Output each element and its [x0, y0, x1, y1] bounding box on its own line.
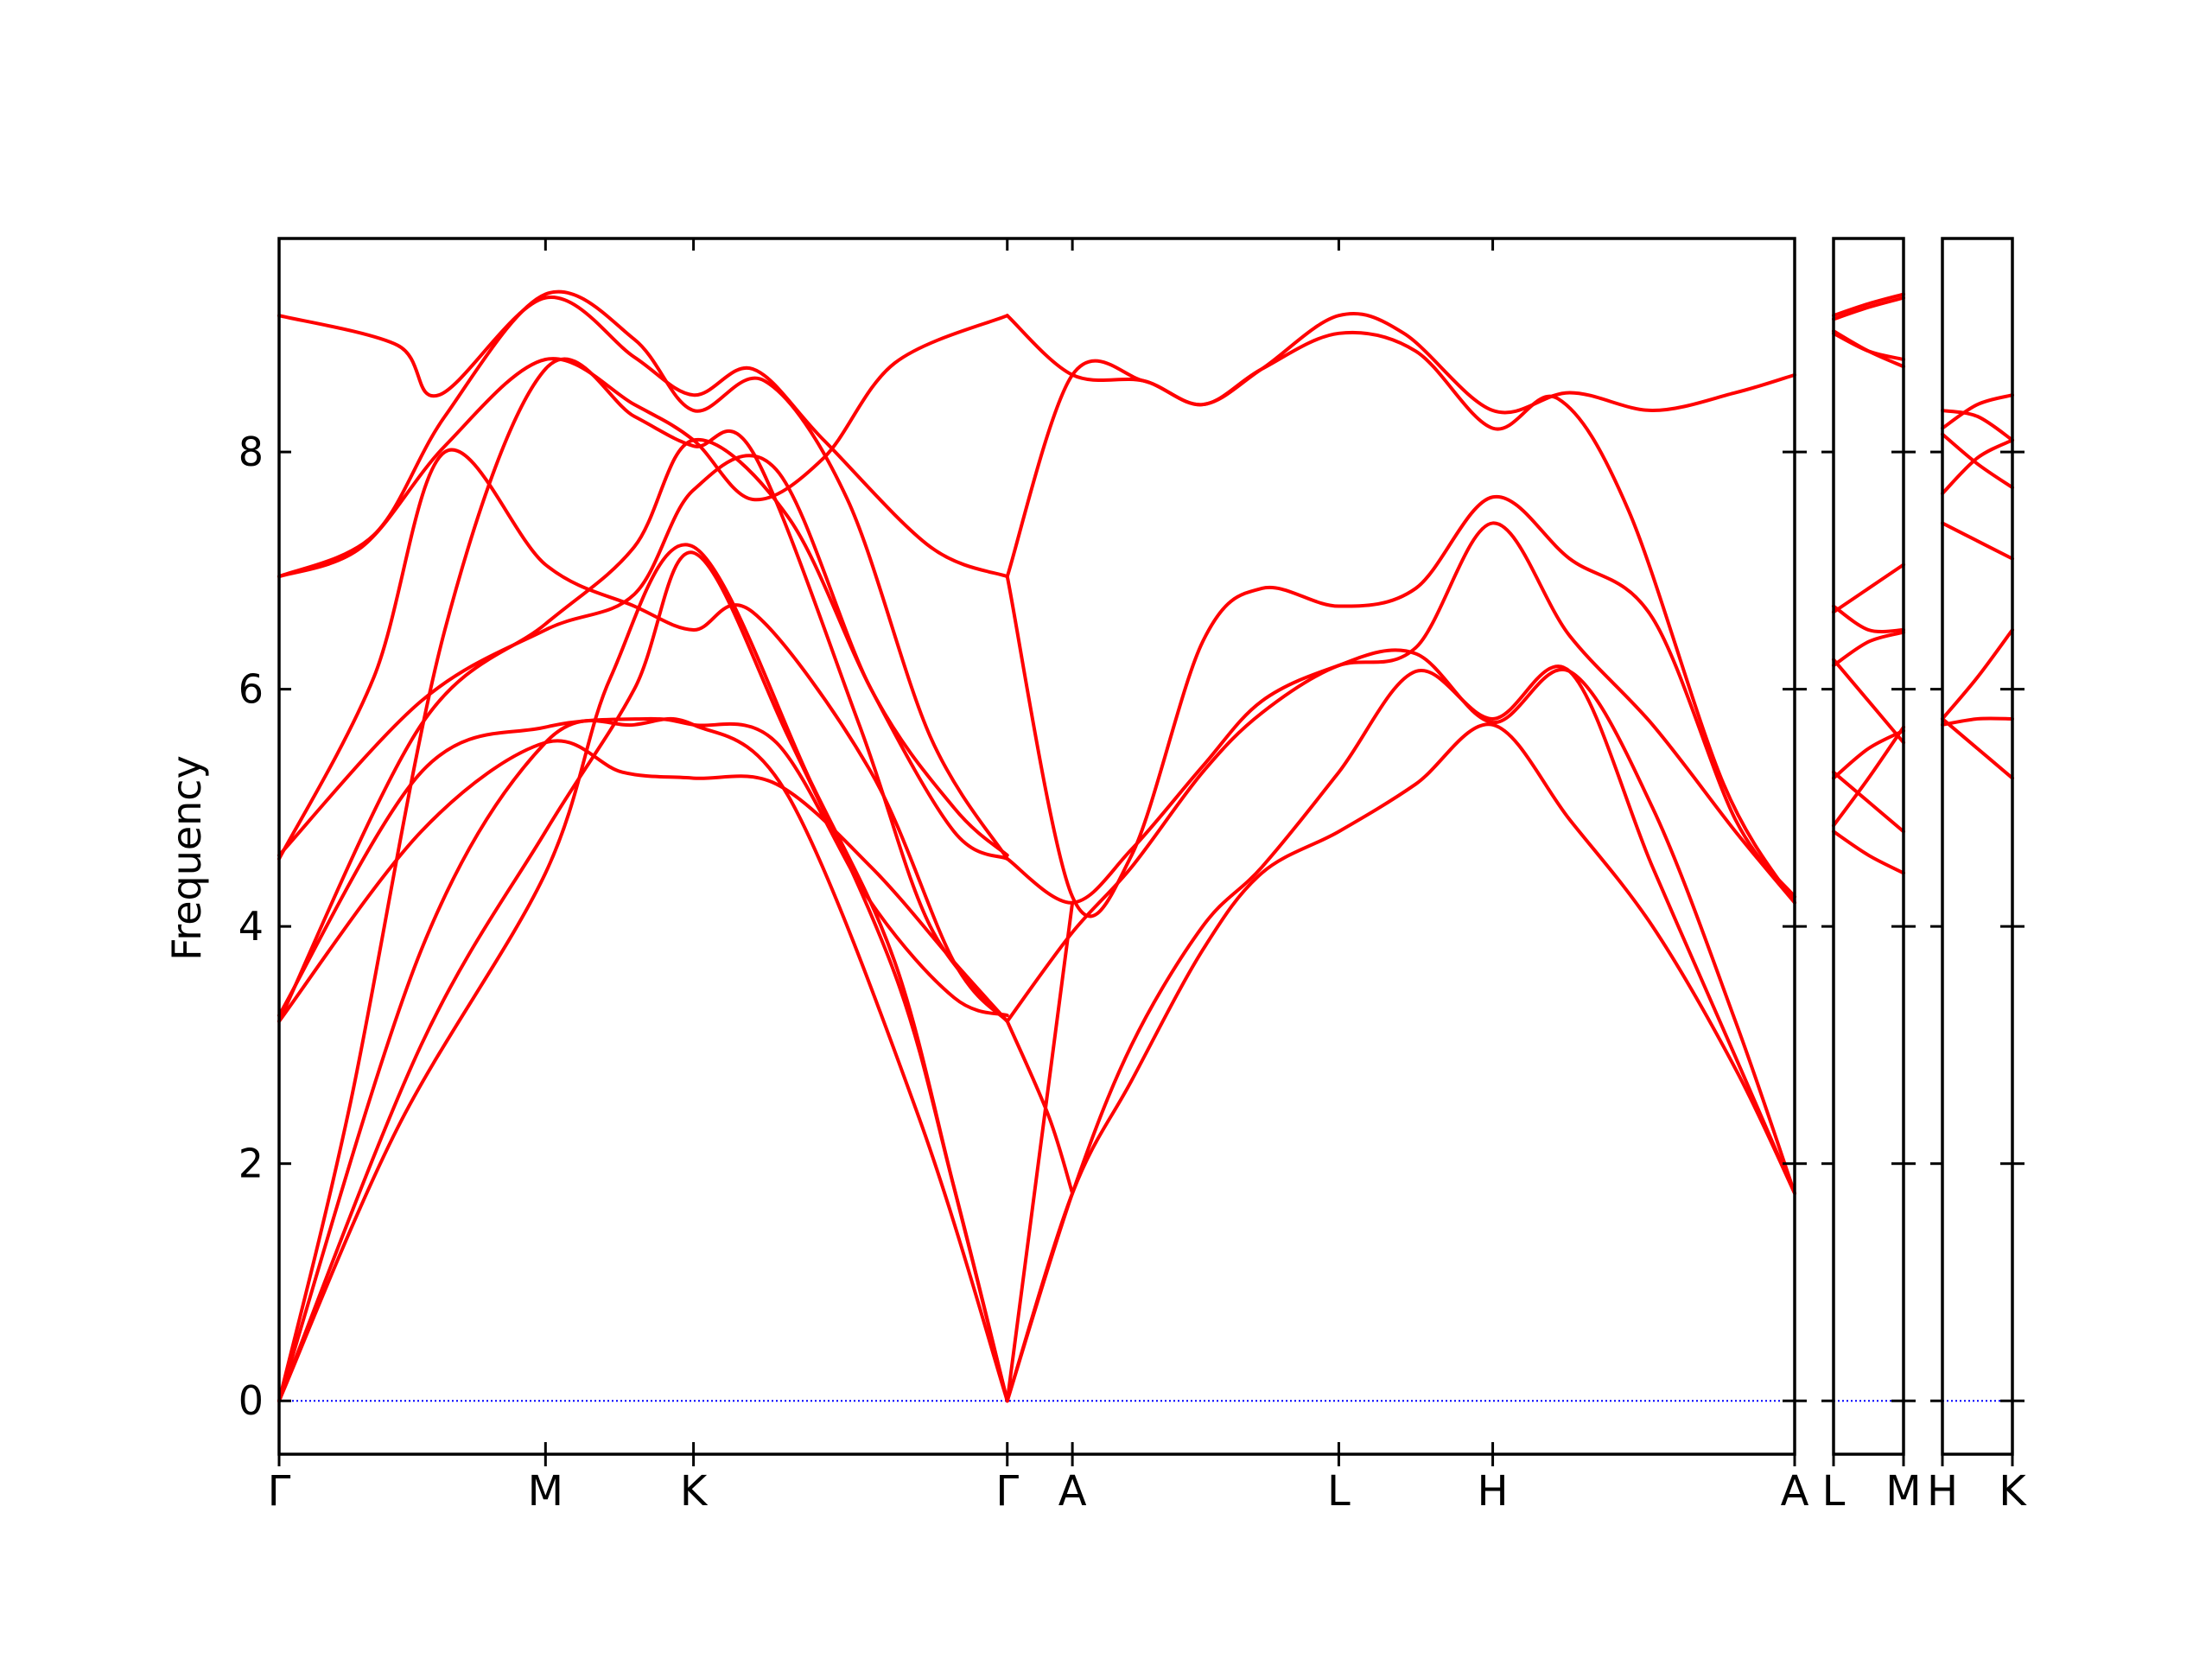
band-line — [1005, 1019, 1075, 1196]
band-line — [1832, 296, 1905, 321]
y-axis-label: Frequency — [163, 755, 210, 961]
band-line — [1005, 521, 1796, 905]
band-line — [1005, 495, 1796, 918]
band-line — [1832, 604, 1905, 633]
band-line — [277, 296, 1009, 579]
band-line — [1941, 393, 2014, 430]
x-tick-label: A — [1781, 1467, 1809, 1516]
band-line — [1941, 627, 2014, 721]
x-tick-label: K — [1999, 1467, 2027, 1516]
band-line — [1005, 330, 1796, 905]
x-tick-label: L — [1822, 1467, 1846, 1516]
band-line — [1832, 728, 1905, 780]
x-tick-label: H — [1927, 1467, 1958, 1516]
band-line — [1941, 432, 2014, 490]
band-line — [1941, 521, 2014, 561]
x-tick-label: H — [1478, 1467, 1509, 1516]
band-line — [1832, 830, 1905, 875]
band-line — [1832, 329, 1905, 369]
band-line — [1005, 648, 1796, 1196]
band-line — [1832, 725, 1905, 828]
plot-frame — [1941, 237, 2014, 1456]
x-tick-label: K — [680, 1467, 709, 1516]
x-tick-label: Γ — [995, 1467, 1019, 1516]
band-line — [277, 716, 1009, 1018]
band-line — [1941, 716, 2014, 780]
band-line — [1832, 770, 1905, 834]
y-tick-label: 2 — [238, 1141, 264, 1187]
band-line — [277, 437, 1009, 1023]
band-line — [1005, 722, 1796, 1403]
y-tick-label: 0 — [238, 1377, 264, 1424]
band-line — [277, 448, 1009, 1023]
band-line — [1005, 664, 1796, 1403]
x-tick-label: Γ — [268, 1467, 291, 1516]
band-line — [1005, 311, 1796, 415]
y-tick-label: 8 — [238, 429, 264, 475]
x-tick-label: M — [1885, 1467, 1921, 1516]
band-line — [277, 454, 1009, 857]
band-line — [1941, 409, 2014, 442]
band-line — [1832, 630, 1905, 668]
plot-frame — [277, 237, 1796, 1456]
band-line — [1832, 658, 1905, 745]
y-tick-label: 6 — [238, 666, 264, 713]
band-line — [277, 289, 1009, 861]
band-line — [1832, 563, 1905, 614]
band-line — [1941, 438, 2014, 496]
band-line — [277, 716, 1009, 1403]
x-tick-label: A — [1058, 1467, 1087, 1516]
band-line — [277, 314, 1009, 579]
plot-frame — [1832, 237, 1905, 1456]
x-tick-label: L — [1327, 1467, 1351, 1516]
band-line — [1941, 716, 2014, 727]
y-tick-label: 4 — [238, 903, 264, 950]
band-line — [1005, 900, 1075, 1403]
band-line — [1832, 292, 1905, 318]
band-line — [277, 550, 1009, 1403]
band-line — [277, 739, 1009, 1023]
x-tick-label: M — [528, 1467, 563, 1516]
band-line — [277, 357, 1009, 1403]
